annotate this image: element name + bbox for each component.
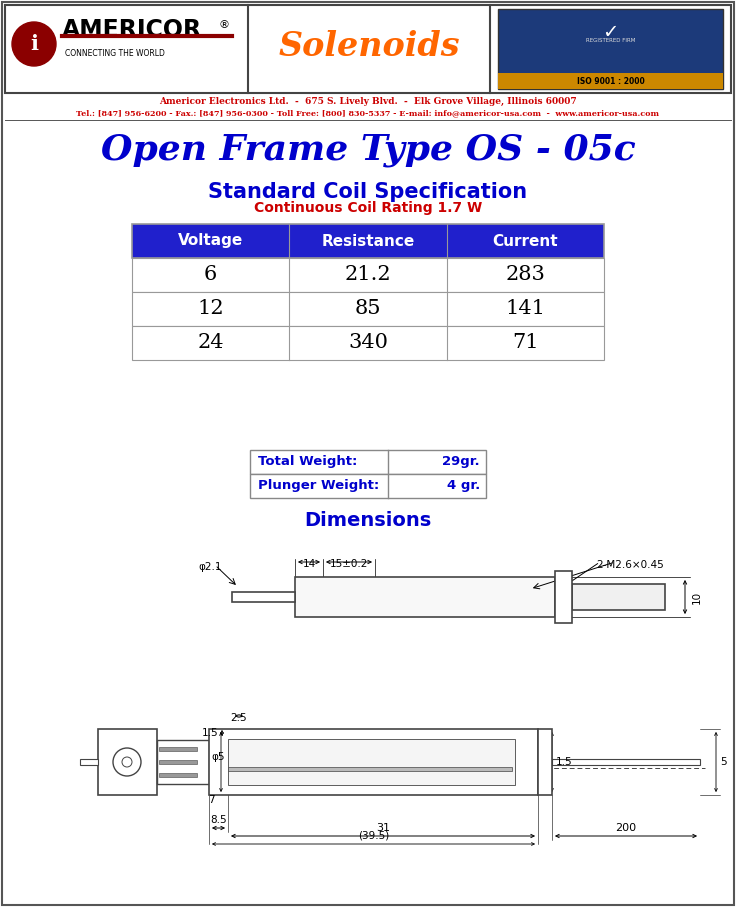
Bar [132,224,604,258]
Text: Solenoids: Solenoids [278,31,460,63]
Bar [250,474,486,498]
Text: Resistance: Resistance [322,233,414,249]
Text: 71: 71 [512,334,539,353]
Text: Americor Electronics Ltd.  -  675 S. Lively Blvd.  -  Elk Grove Village, Illinoi: Americor Electronics Ltd. - 675 S. Livel… [159,96,577,105]
Text: Total Weight:: Total Weight: [258,455,358,469]
Text: 12: 12 [197,299,224,318]
Bar [250,450,486,474]
Bar [98,729,157,795]
Text: 283: 283 [506,266,545,285]
Text: 85: 85 [355,299,381,318]
Text: Open Frame Type OS - 05c: Open Frame Type OS - 05c [101,133,635,167]
Text: 29gr.: 29gr. [442,455,480,469]
Bar [555,571,572,623]
Bar [132,326,604,360]
Text: 10: 10 [692,590,702,603]
Bar [159,747,197,751]
Text: 340: 340 [348,334,388,353]
Text: ®: ® [218,20,229,30]
Text: 4 gr.: 4 gr. [447,480,480,493]
Bar [132,258,604,292]
Text: Voltage: Voltage [178,233,244,249]
Text: Dimensions: Dimensions [305,511,431,530]
Bar [132,292,604,326]
Text: 24: 24 [197,334,224,353]
Text: REGISTERED FIRM: REGISTERED FIRM [586,38,635,44]
Bar [295,577,555,617]
Text: Standard Coil Specification: Standard Coil Specification [208,182,528,202]
Text: 31: 31 [376,823,390,833]
Text: 14: 14 [302,559,316,569]
Text: AMERICOR: AMERICOR [62,18,202,42]
Bar [538,729,552,795]
Bar [228,767,512,771]
Circle shape [12,22,56,66]
Text: Continuous Coil Rating 1.7 W: Continuous Coil Rating 1.7 W [254,201,482,215]
Bar [159,773,197,777]
Text: Tel.: [847] 956-6200 - Fax.: [847] 956-0300 - Toll Free: [800] 830-5337 - E-mail: Tel.: [847] 956-6200 - Fax.: [847] 956-0… [77,109,659,117]
Bar [157,740,209,784]
Text: (39.5): (39.5) [358,831,389,841]
Bar [80,759,98,765]
Text: ISO 9001 : 2000: ISO 9001 : 2000 [576,76,645,85]
Text: φ5: φ5 [211,752,224,762]
Bar [552,759,700,765]
Text: 1.5: 1.5 [202,728,218,738]
Text: 5: 5 [720,757,726,767]
Text: ✓: ✓ [602,24,619,43]
Text: 2.5: 2.5 [230,713,247,723]
Text: φ2.1: φ2.1 [198,562,222,572]
Text: 15±0.2: 15±0.2 [330,559,368,569]
Text: 8.5: 8.5 [210,815,227,825]
Bar [209,729,538,795]
Text: 2-M2.6×0.45: 2-M2.6×0.45 [596,560,664,570]
Bar [232,592,295,602]
Text: CONNECTING THE WORLD: CONNECTING THE WORLD [65,50,165,58]
Text: 6: 6 [204,266,217,285]
Text: 21.2: 21.2 [344,266,392,285]
Text: Plunger Weight:: Plunger Weight: [258,480,379,493]
Bar [572,584,665,610]
Text: Current: Current [492,233,558,249]
Text: 1.5: 1.5 [556,757,573,767]
Text: 200: 200 [615,823,637,833]
Bar [228,739,515,785]
Bar [5,5,731,93]
Bar [498,9,723,89]
Text: 141: 141 [506,299,545,318]
Text: i: i [30,34,38,54]
Text: 7: 7 [208,795,215,805]
Bar [159,760,197,764]
Bar [498,73,723,89]
